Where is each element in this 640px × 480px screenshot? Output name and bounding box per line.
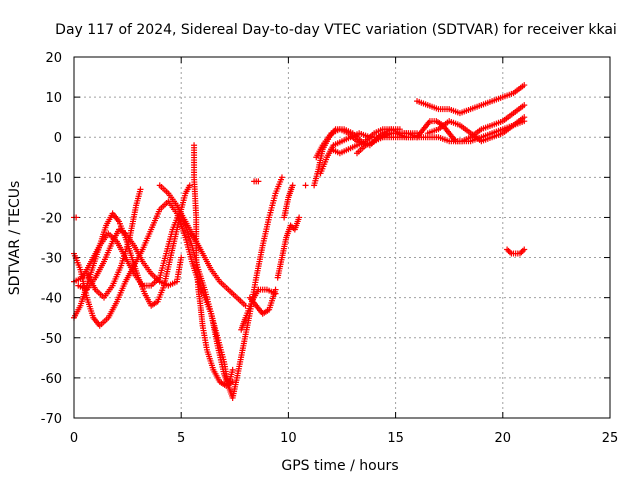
x-tick-label: 25	[602, 431, 619, 446]
x-tick-label: 5	[177, 431, 185, 446]
data-point	[178, 254, 185, 261]
axis-ticks	[73, 56, 611, 419]
y-tick-label: -20	[41, 211, 62, 226]
data-point	[521, 246, 528, 253]
data-point	[521, 102, 528, 109]
data-point	[255, 178, 262, 185]
y-tick-label: 10	[45, 91, 62, 106]
data-points	[71, 82, 528, 401]
data-point	[229, 378, 236, 385]
data-point	[289, 182, 296, 189]
grid-lines	[74, 57, 610, 418]
x-axis-label: GPS time / hours	[281, 458, 398, 474]
x-tick-label: 0	[70, 431, 78, 446]
data-point	[296, 214, 303, 221]
data-point	[229, 366, 236, 373]
y-tick-label: -70	[41, 412, 62, 427]
y-tick-label: -50	[41, 332, 62, 347]
x-tick-label: 15	[387, 431, 404, 446]
data-point	[302, 182, 309, 189]
tick-labels: 0 5 10 15 20 25 20 10 0 -10 -20 -30 -40 -50 -60 -70	[41, 51, 619, 446]
chart-title: Day 117 of 2024, Sidereal Day-to-day VTE…	[55, 22, 617, 38]
data-point	[521, 118, 528, 125]
data-point	[137, 186, 144, 193]
y-tick-label: 0	[54, 131, 62, 146]
data-point	[521, 82, 528, 89]
y-tick-label: 20	[45, 51, 62, 66]
y-tick-label: -10	[41, 171, 62, 186]
plot-frame	[73, 56, 611, 419]
y-tick-label: -30	[41, 252, 62, 267]
x-tick-label: 10	[280, 431, 297, 446]
data-point	[186, 182, 193, 189]
data-point	[278, 174, 285, 181]
data-point	[272, 286, 279, 293]
y-axis-label: SDTVAR / TECUs	[7, 181, 23, 296]
y-tick-label: -40	[41, 292, 62, 307]
y-tick-label: -60	[41, 372, 62, 387]
x-tick-label: 20	[495, 431, 512, 446]
